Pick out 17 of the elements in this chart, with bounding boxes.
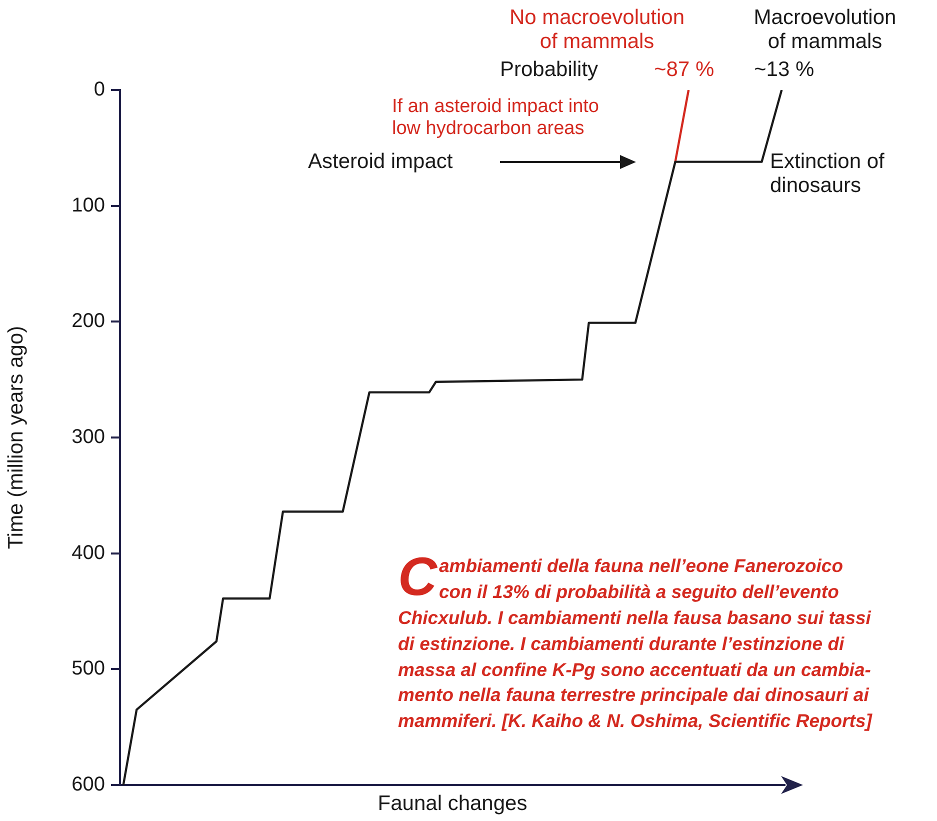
text: ~87 % xyxy=(654,58,714,82)
y-tick-label: 100 xyxy=(72,194,105,216)
text: Probability xyxy=(500,58,598,82)
y-tick-label: 600 xyxy=(72,774,105,796)
y-tick-label: 0 xyxy=(94,78,105,101)
x-axis-title: Faunal changes xyxy=(378,792,528,816)
text: Macroevolution of mammals xyxy=(752,6,898,54)
text: ~13 % xyxy=(754,58,814,82)
y-tick-label: 400 xyxy=(72,542,105,564)
y-tick-label: 200 xyxy=(72,310,105,332)
annotation: Asteroid impact xyxy=(308,150,453,174)
y-tick-label: 300 xyxy=(72,426,105,448)
text: No macroevolution of mammals xyxy=(508,6,686,54)
y-axis-title: Time (million years ago) xyxy=(4,326,28,550)
annotation: If an asteroid impact into low hydrocarbon areas xyxy=(392,96,599,140)
y-tick-label: 500 xyxy=(72,658,105,680)
annotation: Extinction of dinosaurs xyxy=(770,150,884,198)
